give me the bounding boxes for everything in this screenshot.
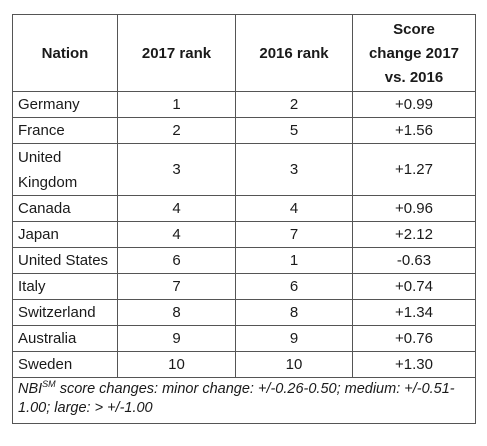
rank-2017-cell: 7 bbox=[117, 273, 236, 300]
header-rank-2016: 2016 rank bbox=[235, 14, 353, 92]
nation-line1: United bbox=[18, 148, 62, 166]
nation-line2: Kingdom bbox=[18, 173, 78, 191]
rank-2016-cell: 6 bbox=[235, 273, 353, 300]
header-nation: Nation bbox=[12, 14, 118, 92]
nation-cell: Canada bbox=[12, 195, 118, 222]
score-change-cell: +1.30 bbox=[352, 351, 476, 378]
table-row: Australia 9 9 +0.76 bbox=[12, 325, 476, 352]
nation-cell: United States bbox=[12, 247, 118, 274]
table-row: United States 6 1 -0.63 bbox=[12, 247, 476, 274]
rank-2017-cell: 4 bbox=[117, 195, 236, 222]
rank-2016-cell: 1 bbox=[235, 247, 353, 274]
nation-cell: United Kingdom bbox=[12, 143, 118, 196]
table-row: Switzerland 8 8 +1.34 bbox=[12, 299, 476, 326]
table-row: Germany 1 2 +0.99 bbox=[12, 91, 476, 118]
rank-2016-cell: 7 bbox=[235, 221, 353, 248]
table-row: Sweden 10 10 +1.30 bbox=[12, 351, 476, 378]
nation-cell: Italy bbox=[12, 273, 118, 300]
nation-cell: Australia bbox=[12, 325, 118, 352]
score-change-cell: +1.34 bbox=[352, 299, 476, 326]
score-change-cell: +0.99 bbox=[352, 91, 476, 118]
rank-2016-cell: 4 bbox=[235, 195, 353, 222]
table-row: France 2 5 +1.56 bbox=[12, 117, 476, 144]
header-score-change-line2: change 2017 bbox=[368, 45, 460, 62]
header-score-change: Score change 2017 vs. 2016 bbox=[352, 14, 476, 92]
rank-2016-cell: 10 bbox=[235, 351, 353, 378]
rank-2016-cell: 3 bbox=[235, 143, 353, 196]
table-row: Japan 4 7 +2.12 bbox=[12, 221, 476, 248]
rank-2017-cell: 3 bbox=[117, 143, 236, 196]
header-score-change-line3: vs. 2016 bbox=[384, 69, 444, 86]
rank-2016-cell: 9 bbox=[235, 325, 353, 352]
rank-2017-cell: 8 bbox=[117, 299, 236, 326]
nation-cell: Switzerland bbox=[12, 299, 118, 326]
rank-2016-cell: 2 bbox=[235, 91, 353, 118]
rank-2017-cell: 6 bbox=[117, 247, 236, 274]
score-change-cell: +0.74 bbox=[352, 273, 476, 300]
rank-2017-cell: 10 bbox=[117, 351, 236, 378]
footnote-text: score changes: minor change: +/-0.26-0.5… bbox=[18, 381, 455, 416]
score-change-cell: +0.76 bbox=[352, 325, 476, 352]
nation-cell: France bbox=[12, 117, 118, 144]
rank-2016-cell: 8 bbox=[235, 299, 353, 326]
score-change-cell: +1.56 bbox=[352, 117, 476, 144]
rank-2017-cell: 4 bbox=[117, 221, 236, 248]
table-row: United Kingdom 3 3 +1.27 bbox=[12, 143, 476, 196]
nation-ranking-table: Nation 2017 rank 2016 rank Score change … bbox=[12, 14, 476, 424]
score-change-cell: +1.27 bbox=[352, 143, 476, 196]
rank-2016-cell: 5 bbox=[235, 117, 353, 144]
ranking-table-container: Nation 2017 rank 2016 rank Score change … bbox=[12, 14, 476, 437]
table-header-row: Nation 2017 rank 2016 rank Score change … bbox=[12, 14, 476, 92]
score-change-cell: +2.12 bbox=[352, 221, 476, 248]
footnote-row: NBISM score changes: minor change: +/-0.… bbox=[12, 377, 476, 424]
table-row: Canada 4 4 +0.96 bbox=[12, 195, 476, 222]
rank-2017-cell: 9 bbox=[117, 325, 236, 352]
header-score-change-line1: Score bbox=[393, 21, 435, 38]
score-change-cell: +0.96 bbox=[352, 195, 476, 222]
footnote-superscript: SM bbox=[42, 379, 56, 390]
footnote: NBISM score changes: minor change: +/-0.… bbox=[12, 377, 476, 424]
header-rank-2017: 2017 rank bbox=[117, 14, 236, 92]
rank-2017-cell: 1 bbox=[117, 91, 236, 118]
nation-cell: Sweden bbox=[12, 351, 118, 378]
rank-2017-cell: 2 bbox=[117, 117, 236, 144]
table-row: Italy 7 6 +0.74 bbox=[12, 273, 476, 300]
nation-cell: Germany bbox=[12, 91, 118, 118]
score-change-cell: -0.63 bbox=[352, 247, 476, 274]
nation-cell: Japan bbox=[12, 221, 118, 248]
footnote-prefix: NBI bbox=[18, 381, 43, 397]
